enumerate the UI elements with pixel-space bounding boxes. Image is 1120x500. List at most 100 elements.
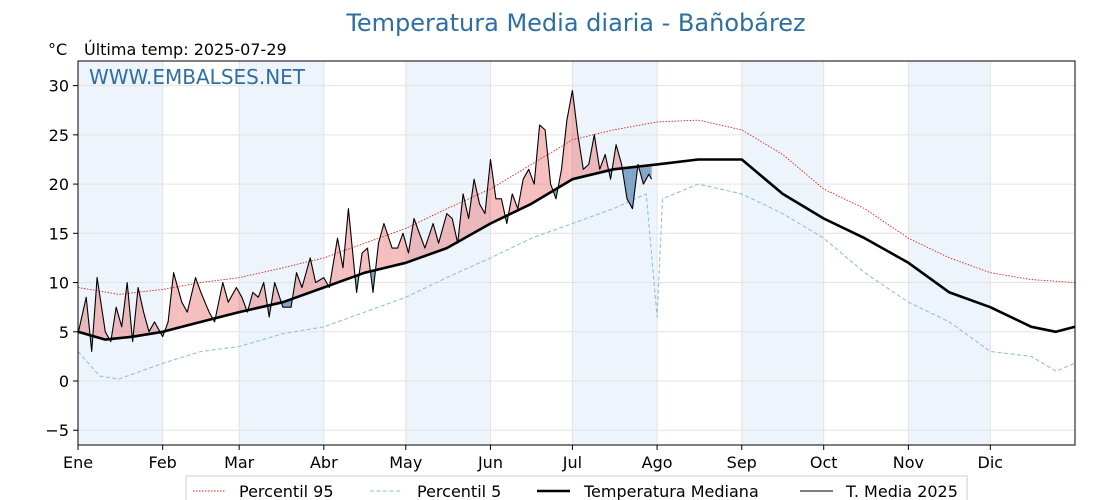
fill-above-median: [139, 293, 141, 336]
fill-above-median: [575, 112, 577, 179]
fill-above-median: [486, 186, 488, 226]
fill-above-median: [228, 298, 231, 315]
fill-above-median: [614, 144, 617, 170]
x-tick-label: Mar: [224, 453, 255, 472]
x-tick-label: Abr: [310, 453, 338, 472]
series-line: [77, 119, 1076, 295]
fill-above-median: [539, 125, 541, 199]
fill-above-median: [259, 289, 262, 308]
fill-above-median: [592, 134, 595, 175]
x-tick-label: Ene: [63, 453, 93, 472]
fill-above-median: [576, 123, 578, 179]
fill-below-median: [649, 165, 651, 177]
fill-above-median: [364, 249, 367, 273]
fill-below-median: [650, 165, 652, 180]
fill-above-median: [482, 208, 484, 229]
fill-above-median: [237, 289, 240, 313]
fill-above-median: [234, 287, 237, 314]
fill-above-median: [450, 217, 453, 246]
chart-title: Temperatura Media diaria - Bañobárez: [345, 9, 805, 37]
fill-above-median: [196, 281, 199, 323]
fill-above-median: [475, 185, 477, 232]
fill-above-median: [468, 208, 470, 236]
fill-above-median: [476, 191, 479, 232]
fill-above-median: [341, 260, 343, 282]
fill-above-median: [378, 238, 380, 270]
fill-above-median: [392, 248, 394, 267]
series-line: [77, 89, 653, 353]
fill-above-median: [580, 152, 582, 178]
x-tick-label: May: [389, 453, 422, 472]
fill-above-median: [572, 90, 574, 180]
fill-above-median: [143, 312, 145, 335]
fill-above-median: [183, 304, 185, 327]
x-tick-label: Ago: [642, 453, 673, 472]
fill-above-median: [542, 127, 544, 198]
fill-above-median: [142, 305, 144, 336]
fill-above-median: [179, 294, 182, 328]
fill-below-median: [644, 165, 647, 182]
fill-above-median: [415, 222, 417, 260]
fill-above-median: [523, 176, 525, 208]
fill-above-median: [444, 213, 447, 249]
fill-above-median: [573, 101, 576, 179]
fill-above-median: [295, 272, 297, 298]
fill-above-median: [413, 218, 416, 260]
fill-above-median: [584, 166, 587, 177]
fill-above-median: [431, 223, 434, 254]
fill-above-median: [175, 280, 178, 329]
fill-below-median: [628, 167, 630, 204]
fill-above-median: [512, 193, 514, 213]
fill-above-median: [491, 169, 494, 223]
month-band: [572, 61, 658, 445]
fill-above-median: [263, 282, 266, 307]
fill-above-median: [344, 238, 346, 281]
fill-above-median: [172, 272, 174, 330]
fill-above-median: [532, 180, 535, 203]
legend-label: Percentil 5: [417, 482, 501, 500]
y-tick-label: 25: [49, 126, 69, 145]
fill-above-median: [419, 233, 421, 258]
fill-above-median: [262, 282, 264, 307]
fill-above-median: [418, 229, 420, 259]
y-tick-label: 20: [49, 175, 69, 194]
fill-above-median: [193, 277, 196, 324]
x-tick-label: Jun: [477, 453, 503, 472]
fill-above-median: [571, 90, 573, 180]
y-tick-label: 5: [59, 323, 69, 342]
fill-above-median: [255, 294, 257, 309]
fill-above-median: [230, 294, 233, 315]
legend: Percentil 95 Percentil 5 Temperatura Media…: [185, 475, 968, 500]
fill-above-median: [97, 277, 100, 338]
fill-above-median: [547, 157, 550, 194]
fill-above-median: [403, 233, 405, 264]
fill-above-median: [296, 272, 298, 298]
fill-above-median: [616, 144, 618, 169]
fill-above-median: [116, 307, 118, 339]
y-axis-ticks: −5 0 5 10 15 20 25 30: [45, 77, 78, 440]
fill-below-median: [633, 166, 636, 198]
y-tick-label: 15: [49, 224, 69, 243]
x-tick-label: Oct: [810, 453, 838, 472]
y-tick-label: 30: [49, 77, 69, 96]
fill-above-median: [446, 213, 449, 249]
fill-above-median: [140, 299, 143, 336]
x-axis-ticks: Ene Feb Mar Abr May Jun Jul Ago Sep Oct Nov Dic: [63, 445, 1003, 472]
fill-above-median: [498, 198, 501, 220]
fill-above-median: [478, 197, 480, 231]
month-band: [741, 61, 824, 445]
fill-above-median: [128, 297, 130, 338]
fill-above-median: [101, 304, 104, 340]
fill-above-median: [448, 214, 450, 248]
fill-above-median: [319, 278, 322, 289]
fill-above-median: [480, 206, 483, 229]
fill-above-median: [515, 201, 517, 212]
fill-above-median: [433, 223, 435, 253]
fill-above-median: [394, 248, 397, 266]
fill-above-median: [528, 169, 531, 206]
x-tick-label: Jul: [562, 453, 582, 472]
fill-above-median: [566, 112, 569, 183]
fill-above-median: [308, 257, 311, 294]
fill-above-median: [381, 228, 383, 269]
